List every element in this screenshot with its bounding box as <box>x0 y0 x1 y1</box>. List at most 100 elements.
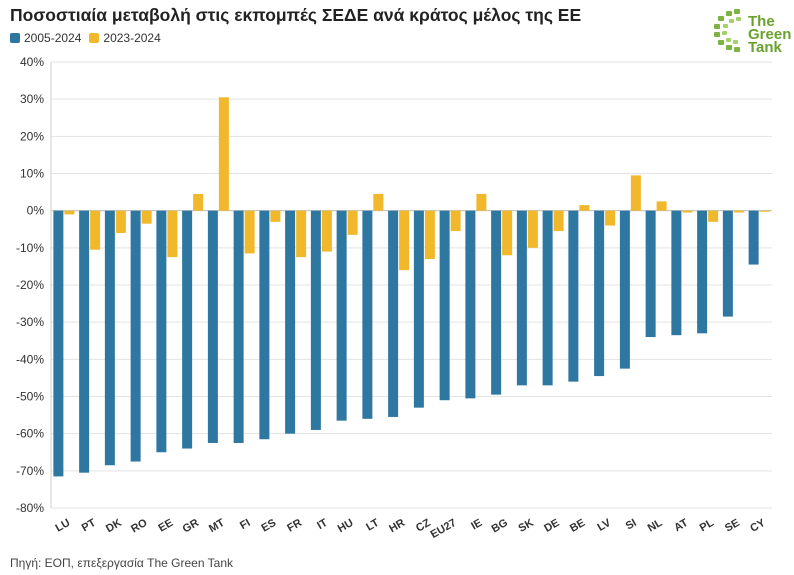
logo-text-green: Green <box>748 26 792 43</box>
bar-es-2005-2024 <box>259 210 270 440</box>
bar-bg-2023-2024 <box>502 210 513 256</box>
bar-es-2023-2024 <box>270 210 281 222</box>
x-tick-label: PT <box>80 517 98 535</box>
bar-it-2023-2024 <box>321 210 332 252</box>
bar-cz-2023-2024 <box>424 210 435 259</box>
x-tick-label: BE <box>568 517 587 535</box>
bar-pl-2023-2024 <box>708 210 719 222</box>
bar-mt-2023-2024 <box>218 97 229 211</box>
y-tick-label: -50% <box>16 390 44 404</box>
bar-at-2023-2024 <box>682 210 693 213</box>
green-tank-logo: The Green Tank <box>712 3 792 59</box>
x-tick-label: DE <box>542 517 561 535</box>
bar-hu-2023-2024 <box>347 210 358 235</box>
x-tick-label: HR <box>387 517 407 535</box>
legend-item-2005-2024[interactable]: 2005-2024 <box>10 31 81 45</box>
bar-fi-2023-2024 <box>244 210 255 254</box>
bar-si-2005-2024 <box>619 210 630 369</box>
bar-fr-2023-2024 <box>296 210 307 258</box>
bar-sk-2005-2024 <box>516 210 527 386</box>
bar-dk-2023-2024 <box>115 210 126 233</box>
bar-cy-2023-2024 <box>759 210 770 212</box>
bar-it-2005-2024 <box>310 210 321 430</box>
y-tick-label: -10% <box>16 241 44 255</box>
y-tick-label: 0% <box>27 204 45 218</box>
bar-ee-2005-2024 <box>156 210 167 453</box>
chart-title: Ποσοστιαία μεταβολή στις εκπομπές ΣΕΔΕ α… <box>10 5 582 25</box>
bar-ro-2005-2024 <box>130 210 141 462</box>
legend-item-2023-2024[interactable]: 2023-2024 <box>89 31 161 45</box>
legend-label-2005-2024: 2005-2024 <box>24 31 82 45</box>
y-tick-label: -80% <box>16 501 44 515</box>
x-tick-label: NL <box>646 517 665 535</box>
bar-ie-2005-2024 <box>465 210 476 399</box>
bar-de-2023-2024 <box>553 210 564 232</box>
bar-lu-2023-2024 <box>64 210 75 215</box>
x-tick-label: EE <box>157 517 176 535</box>
bar-ie-2023-2024 <box>476 193 487 211</box>
bar-pl-2005-2024 <box>697 210 708 334</box>
source-note: Πηγή: ΕΟΠ, επεξεργασία The Green Tank <box>10 556 233 570</box>
bar-lv-2023-2024 <box>605 210 616 226</box>
x-tick-label: LU <box>54 517 73 535</box>
bar-eu27-2005-2024 <box>439 210 450 401</box>
x-tick-label: HU <box>336 517 356 535</box>
bar-at-2005-2024 <box>671 210 682 336</box>
bar-pt-2005-2024 <box>79 210 90 473</box>
bar-si-2023-2024 <box>630 175 641 211</box>
bar-hu-2005-2024 <box>336 210 347 421</box>
bar-gr-2023-2024 <box>193 193 204 211</box>
bar-sk-2023-2024 <box>527 210 538 248</box>
x-tick-label: PL <box>698 517 716 535</box>
chart-legend: 2005-2024 2023-2024 <box>10 31 169 45</box>
bar-bg-2005-2024 <box>491 210 502 395</box>
bar-nl-2005-2024 <box>645 210 656 338</box>
bar-cy-2005-2024 <box>748 210 759 265</box>
x-tick-label: BG <box>490 517 510 536</box>
bar-se-2023-2024 <box>733 210 744 213</box>
green-tank-logo-icon <box>714 9 741 52</box>
x-tick-label: SI <box>624 517 639 533</box>
y-tick-label: -60% <box>16 427 44 441</box>
bar-se-2005-2024 <box>722 210 733 317</box>
bar-pt-2023-2024 <box>90 210 101 250</box>
x-tick-label: ES <box>260 517 279 535</box>
x-tick-label: SK <box>516 517 535 535</box>
y-tick-label: 30% <box>20 92 44 106</box>
bar-ee-2023-2024 <box>167 210 178 258</box>
y-tick-label: -20% <box>16 278 44 292</box>
x-tick-label: LT <box>364 517 381 534</box>
x-tick-label: IT <box>315 517 330 532</box>
bar-lu-2005-2024 <box>53 210 64 477</box>
x-tick-label: MT <box>207 517 227 535</box>
bar-lv-2005-2024 <box>594 210 605 377</box>
logo-text-tank: Tank <box>748 39 782 56</box>
x-tick-label: EU27 <box>429 517 459 540</box>
bar-fi-2005-2024 <box>233 210 244 443</box>
legend-label-2023-2024: 2023-2024 <box>103 31 161 45</box>
bar-eu27-2023-2024 <box>450 210 461 232</box>
y-tick-label: -30% <box>16 315 44 329</box>
x-tick-label: AT <box>672 517 690 534</box>
x-tick-label: RO <box>129 517 150 536</box>
x-tick-label: CY <box>748 517 768 535</box>
bar-mt-2005-2024 <box>207 210 218 443</box>
bar-be-2023-2024 <box>579 205 590 211</box>
x-tick-label: SE <box>723 517 742 535</box>
bar-cz-2005-2024 <box>413 210 424 408</box>
bar-be-2005-2024 <box>568 210 579 382</box>
x-tick-label: LV <box>596 517 614 534</box>
legend-swatch-2023-2024 <box>89 33 100 43</box>
x-tick-label: FI <box>238 517 252 532</box>
logo-text-the: The <box>748 13 775 30</box>
bar-lt-2005-2024 <box>362 210 373 419</box>
y-tick-label: -40% <box>16 352 44 366</box>
bar-chart: 40% 30% 20% 10% 0% -10% -20% -30% -40% -50% -60% -7… <box>16 55 772 540</box>
x-tick-label: DK <box>104 517 124 535</box>
bar-gr-2005-2024 <box>182 210 193 449</box>
bar-de-2005-2024 <box>542 210 553 386</box>
legend-swatch-2005-2024 <box>10 33 20 43</box>
bar-dk-2005-2024 <box>104 210 115 466</box>
bar-hr-2005-2024 <box>388 210 399 417</box>
y-tick-label: 40% <box>20 55 44 69</box>
